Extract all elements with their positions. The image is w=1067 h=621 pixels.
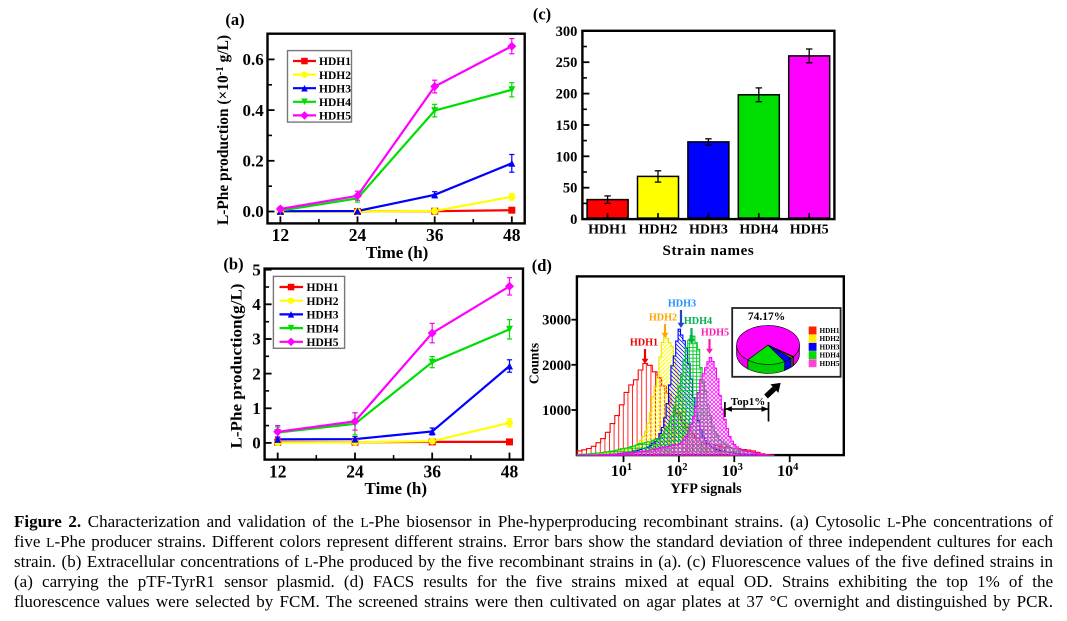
svg-text:2000: 2000 [542, 358, 571, 374]
svg-text:36: 36 [426, 225, 444, 245]
svg-text:0.4: 0.4 [242, 101, 264, 120]
svg-text:Top1%: Top1% [731, 396, 765, 408]
svg-text:2: 2 [252, 364, 261, 383]
svg-text:48: 48 [503, 225, 521, 245]
svg-text:104: 104 [777, 462, 799, 480]
svg-text:300: 300 [556, 24, 578, 40]
svg-text:L-Phe production(g/L): L-Phe production(g/L) [229, 284, 246, 449]
svg-text:HDH3: HDH3 [689, 223, 728, 238]
svg-text:24: 24 [346, 461, 364, 481]
svg-text:Time (h): Time (h) [365, 479, 428, 498]
svg-text:101: 101 [611, 462, 632, 480]
svg-text:0.2: 0.2 [242, 152, 263, 171]
svg-text:HDH4: HDH4 [820, 352, 840, 360]
svg-text:100: 100 [556, 149, 578, 165]
svg-text:50: 50 [563, 181, 578, 197]
svg-text:HDH1: HDH1 [319, 56, 351, 68]
svg-text:(d): (d) [532, 256, 552, 275]
svg-text:Strain names: Strain names [663, 243, 755, 259]
svg-text:36: 36 [423, 461, 441, 481]
svg-text:HDH1: HDH1 [307, 282, 339, 294]
svg-text:(a): (a) [225, 10, 244, 29]
svg-text:L-Phe production (×10-1 g/L): L-Phe production (×10-1 g/L) [214, 35, 232, 225]
svg-text:3: 3 [252, 330, 261, 349]
svg-text:HDH3: HDH3 [668, 299, 696, 310]
svg-text:0: 0 [252, 434, 261, 453]
svg-text:0.6: 0.6 [242, 50, 263, 69]
svg-text:HDH3: HDH3 [319, 83, 351, 95]
svg-text:12: 12 [272, 225, 290, 245]
svg-text:HDH4: HDH4 [684, 316, 712, 327]
svg-text:74.17%: 74.17% [748, 311, 785, 323]
svg-text:HDH2: HDH2 [820, 335, 840, 343]
svg-text:YFP signals: YFP signals [670, 481, 742, 497]
svg-text:24: 24 [349, 225, 367, 245]
svg-text:102: 102 [666, 462, 687, 480]
svg-text:HDH5: HDH5 [319, 111, 351, 123]
svg-text:0: 0 [570, 212, 577, 228]
svg-text:48: 48 [501, 461, 519, 481]
svg-text:1: 1 [252, 399, 261, 418]
svg-text:HDH1: HDH1 [820, 327, 840, 335]
svg-text:12: 12 [269, 461, 287, 481]
svg-text:3000: 3000 [542, 313, 571, 329]
svg-text:HDH4: HDH4 [739, 223, 778, 238]
svg-text:(b): (b) [223, 255, 243, 274]
svg-text:0.0: 0.0 [242, 202, 263, 221]
svg-text:HDH5: HDH5 [307, 337, 339, 349]
svg-text:250: 250 [556, 55, 578, 71]
svg-text:HDH2: HDH2 [319, 70, 351, 82]
svg-text:HDH1: HDH1 [588, 223, 627, 238]
svg-text:200: 200 [556, 87, 578, 103]
svg-text:HDH2: HDH2 [639, 223, 678, 238]
svg-text:4: 4 [252, 295, 261, 314]
svg-text:HDH2: HDH2 [307, 296, 339, 308]
svg-text:HDH5: HDH5 [790, 223, 829, 238]
svg-text:5: 5 [252, 260, 261, 279]
svg-text:HDH5: HDH5 [701, 328, 729, 339]
svg-text:Time (h): Time (h) [366, 243, 429, 262]
svg-text:Counts: Counts [527, 343, 542, 384]
svg-text:150: 150 [556, 118, 578, 134]
svg-text:HDH1: HDH1 [630, 338, 658, 349]
svg-text:1000: 1000 [542, 403, 571, 419]
svg-text:HDH3: HDH3 [307, 310, 339, 322]
svg-text:HDH4: HDH4 [319, 97, 351, 109]
svg-text:HDH5: HDH5 [820, 360, 840, 368]
svg-text:HDH3: HDH3 [820, 343, 840, 351]
svg-text:103: 103 [722, 462, 743, 480]
svg-text:(c): (c) [533, 5, 551, 24]
svg-text:HDH2: HDH2 [649, 313, 677, 324]
svg-text:HDH4: HDH4 [307, 323, 339, 335]
